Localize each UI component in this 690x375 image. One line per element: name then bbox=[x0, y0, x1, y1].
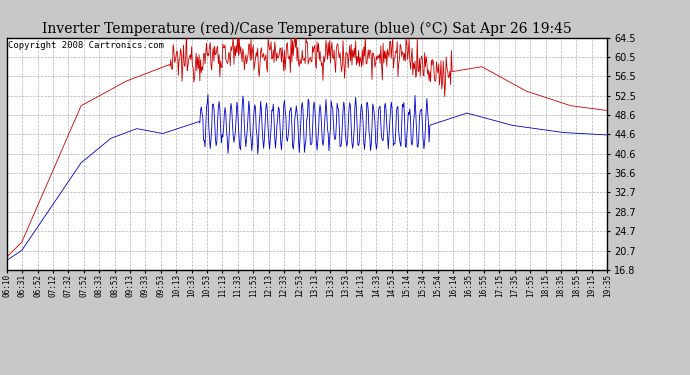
Title: Inverter Temperature (red)/Case Temperature (blue) (°C) Sat Apr 26 19:45: Inverter Temperature (red)/Case Temperat… bbox=[42, 22, 572, 36]
Text: Copyright 2008 Cartronics.com: Copyright 2008 Cartronics.com bbox=[8, 41, 164, 50]
